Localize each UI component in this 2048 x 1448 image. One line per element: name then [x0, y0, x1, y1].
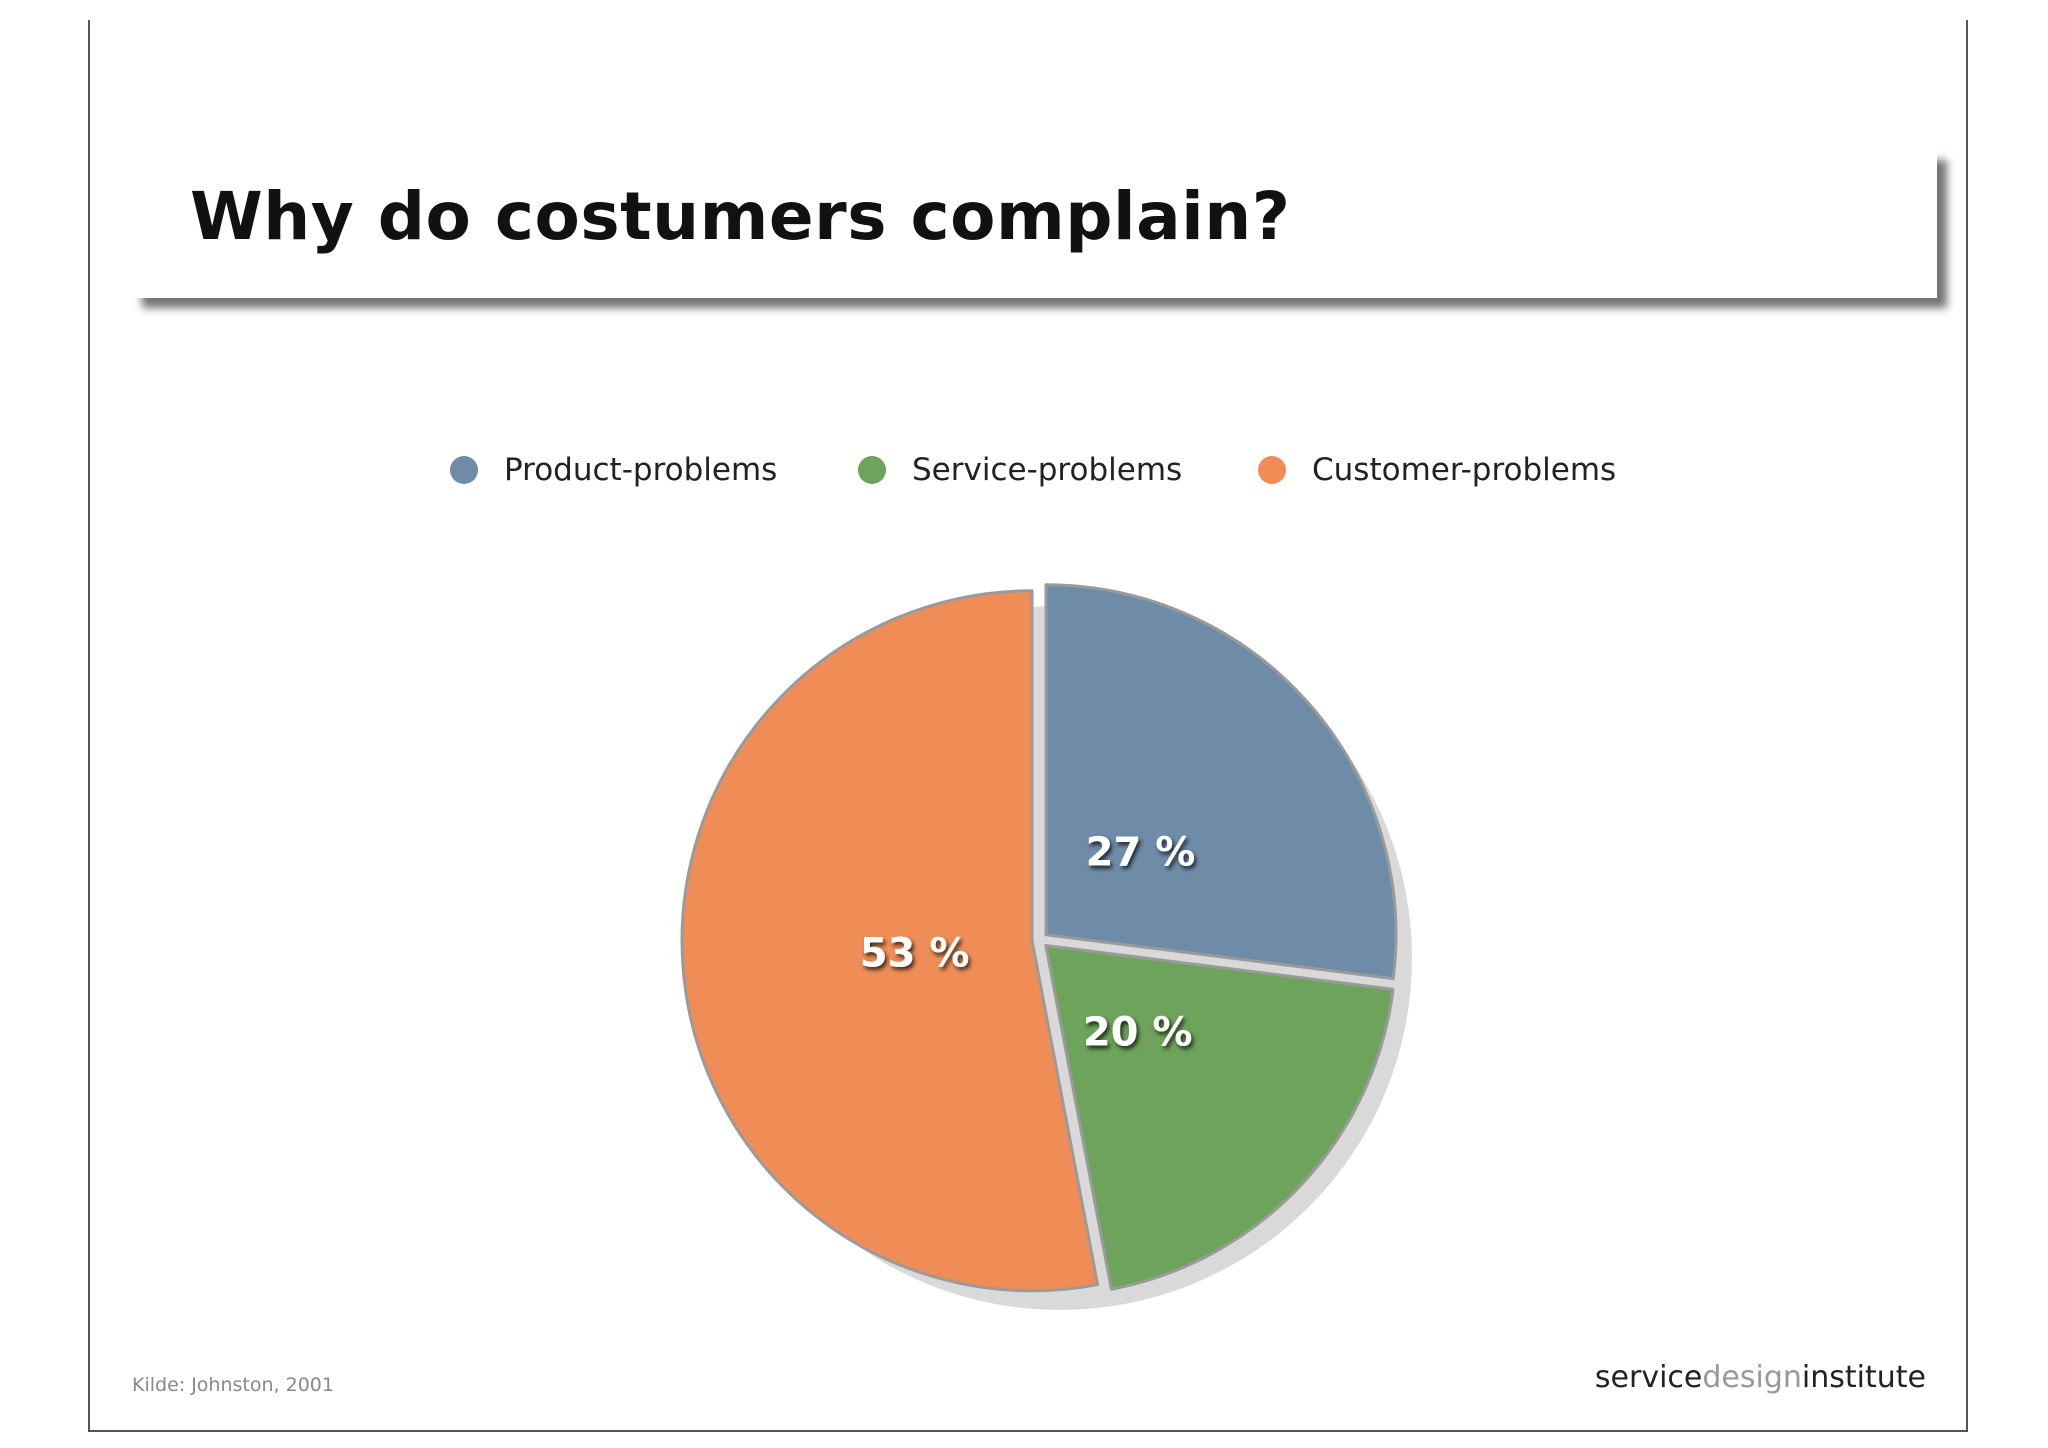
pie-chart: 27 % 20 % 53 % [680, 583, 1412, 1310]
legend-item-product: Product-problems [450, 445, 777, 495]
logo-part-design: design [1702, 1360, 1802, 1395]
slide-frame [88, 20, 1968, 1432]
legend-item-customer: Customer-problems [1258, 445, 1616, 495]
logo-part-service: service [1594, 1360, 1703, 1395]
pie-slice-service [1044, 943, 1395, 1291]
legend-label-product: Product-problems [504, 452, 778, 488]
source-citation: Kilde: Johnston, 2001 [132, 1374, 334, 1396]
pie-labels: 27 % 20 % 53 % [860, 829, 1196, 1055]
slice-label-customer: 53 % [860, 931, 970, 977]
legend-dot-product [450, 456, 478, 484]
pie-slices [680, 583, 1398, 1293]
legend-dot-customer [1258, 456, 1286, 484]
pie-slice-product [1044, 583, 1398, 981]
logo-part-institute: institute [1801, 1360, 1926, 1395]
slide-title: Why do costumers complain? [190, 178, 1291, 255]
legend-item-service: Service-problems [858, 445, 1182, 495]
pie-slice-customer [680, 589, 1100, 1293]
legend-dot-service [858, 456, 886, 484]
title-box [132, 150, 1937, 298]
slice-label-product: 27 % [1086, 829, 1196, 875]
brand-logo: servicedesigninstitute [1595, 1360, 1926, 1395]
slice-label-service: 20 % [1083, 1010, 1193, 1056]
legend-label-service: Service-problems [912, 452, 1183, 488]
legend-label-customer: Customer-problems [1312, 452, 1617, 488]
